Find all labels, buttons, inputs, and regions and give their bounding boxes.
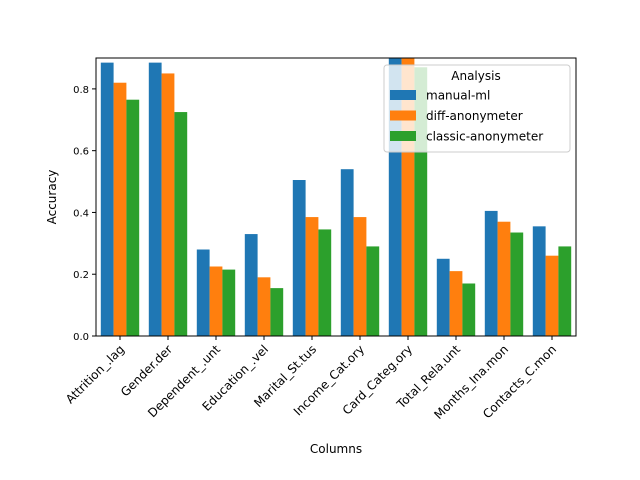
x-axis-label: Columns xyxy=(310,442,362,456)
bar-classic-anonymeter-4 xyxy=(318,229,332,336)
bar-manual-ml-3 xyxy=(244,234,258,336)
y-tick-label: 0.2 xyxy=(73,270,89,281)
bar-manual-ml-4 xyxy=(292,180,306,336)
bar-diff-anonymeter-7 xyxy=(449,271,463,336)
y-tick-label: 0.6 xyxy=(73,147,89,158)
bar-diff-anonymeter-2 xyxy=(209,266,223,336)
bar-classic-anonymeter-2 xyxy=(222,269,236,336)
bar-diff-anonymeter-4 xyxy=(305,217,319,336)
bar-manual-ml-5 xyxy=(340,169,354,336)
y-tick-label: 0.0 xyxy=(73,332,89,343)
legend-box xyxy=(383,64,571,153)
bar-classic-anonymeter-5 xyxy=(366,246,380,336)
y-axis: 0.0 0.2 0.4 0.6 0.8 xyxy=(73,85,96,343)
bar-diff-anonymeter-5 xyxy=(353,217,367,336)
y-tick-label: 0.8 xyxy=(73,85,89,96)
bar-classic-anonymeter-1 xyxy=(174,112,188,336)
bar-diff-anonymeter-1 xyxy=(161,73,175,336)
bar-diff-anonymeter-9 xyxy=(545,255,559,336)
bar-classic-anonymeter-3 xyxy=(270,288,284,336)
legend-label-manual-ml: manual-ml xyxy=(426,89,490,103)
bar-classic-anonymeter-8 xyxy=(510,232,524,336)
bar-classic-anonymeter-9 xyxy=(558,246,572,336)
bar-classic-anonymeter-0 xyxy=(126,99,140,336)
bar-manual-ml-1 xyxy=(148,62,162,336)
bar-diff-anonymeter-0 xyxy=(113,82,127,337)
y-tick-label: 0.4 xyxy=(73,208,89,219)
legend-swatch-diff-anonymeter xyxy=(390,110,416,121)
bar-manual-ml-2 xyxy=(196,249,210,336)
bar-manual-ml-9 xyxy=(532,226,546,336)
bar-diff-anonymeter-8 xyxy=(497,221,511,336)
legend-label-diff-anonymeter: diff-anonymeter xyxy=(426,109,523,123)
legend-title: Analysis xyxy=(451,69,500,83)
plot-frame xyxy=(95,57,577,337)
bar-classic-anonymeter-7 xyxy=(462,283,476,336)
legend-swatch-classic-anonymeter xyxy=(390,131,416,141)
legend-label-classic-anonymeter: classic-anonymeter xyxy=(426,130,543,144)
bar-manual-ml-0 xyxy=(100,62,114,336)
bar-manual-ml-8 xyxy=(484,210,498,336)
bar-manual-ml-7 xyxy=(436,258,450,336)
legend: Analysis manual-ml diff-anonymeter classic… xyxy=(383,64,571,153)
bar-diff-anonymeter-3 xyxy=(257,277,271,336)
y-axis-label: Accuracy xyxy=(45,170,59,225)
legend-swatch-manual-ml xyxy=(390,90,416,100)
